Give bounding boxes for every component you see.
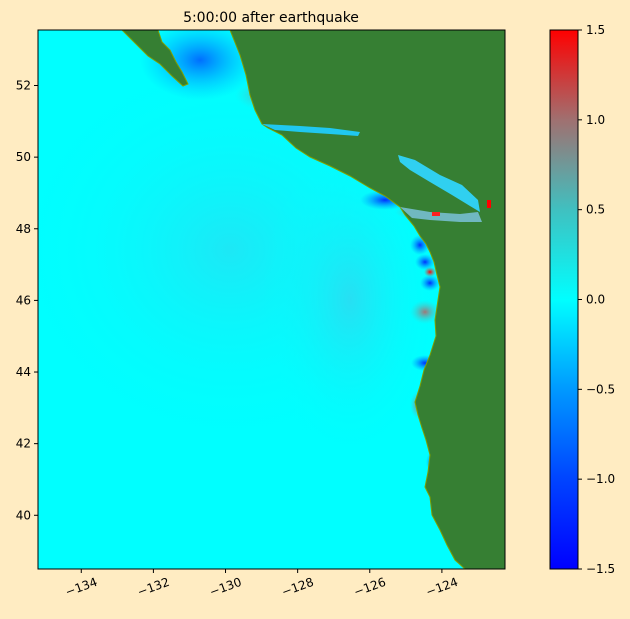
coast-red-patch (432, 212, 440, 216)
queen-charlotte-strait (262, 124, 360, 136)
map-area (38, 30, 505, 569)
wave-haze (260, 140, 440, 460)
colorbar (549, 29, 579, 570)
wave-grey (410, 300, 440, 324)
colorbar-tick-label: 1.0 (586, 113, 605, 127)
colorbar-tick-label: −1.0 (586, 472, 615, 486)
colorbar-axis: −1.5 −1.0 −0.5 0.0 0.5 1.0 1.5 (578, 23, 615, 576)
y-tick-label: 46 (16, 293, 31, 307)
wave-blue (415, 254, 435, 270)
colorbar-tick-label: 0.0 (586, 293, 605, 307)
x-tick-label: −130 (208, 575, 244, 599)
colorbar-tick-label: 1.5 (586, 23, 605, 37)
y-tick-label: 40 (16, 508, 31, 522)
colorbar-tick-label: −1.5 (586, 562, 615, 576)
colorbar-tick-label: 0.5 (586, 203, 605, 217)
y-tick-label: 50 (16, 150, 31, 164)
y-tick-label: 44 (16, 365, 31, 379)
juan-de-fuca-strait (400, 207, 482, 222)
x-tick-label: −126 (352, 575, 388, 599)
mainland (229, 30, 505, 569)
wave-blue (140, 30, 260, 100)
y-tick-label: 52 (16, 79, 31, 93)
plot-title: 5:00:00 after earthquake (183, 10, 359, 26)
wave-blue (420, 275, 440, 291)
wave-red (424, 267, 436, 277)
y-tick-label: 42 (16, 437, 31, 451)
strait-of-georgia (398, 155, 480, 212)
y-tick-label: 48 (16, 222, 31, 236)
x-tick-label: −134 (63, 575, 99, 599)
x-tick-label: −132 (136, 575, 172, 599)
x-tick-label: −124 (424, 575, 460, 599)
plot-frame (37, 29, 506, 570)
haida-gwaii (121, 30, 189, 87)
coast-red-patch (487, 200, 491, 208)
x-axis: −134 −132 −130 −128 −126 −124 (63, 569, 460, 599)
y-axis: 40 42 44 46 48 50 52 (16, 79, 38, 522)
x-tick-label: −128 (280, 575, 316, 599)
colorbar-tick-label: −0.5 (586, 382, 615, 396)
